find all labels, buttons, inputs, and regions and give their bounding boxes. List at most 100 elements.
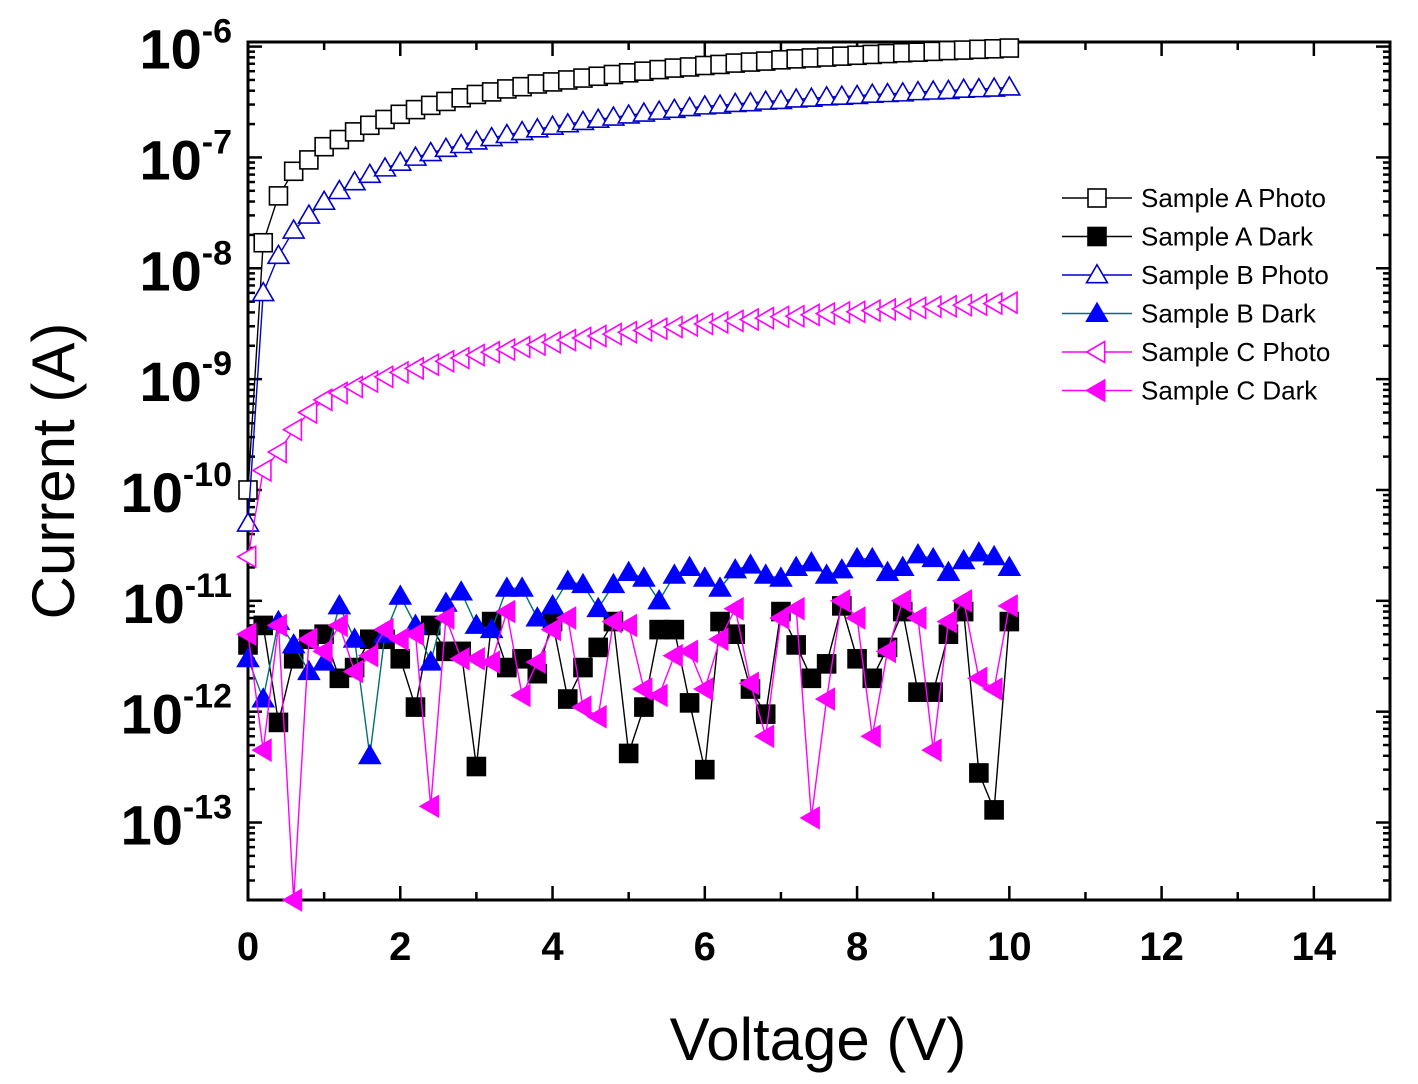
data-point: [312, 388, 333, 412]
x-tick-label: 12: [1139, 925, 1184, 969]
data-point: [297, 203, 321, 224]
data-point: [634, 697, 654, 717]
data-point: [557, 689, 578, 709]
data-point: [784, 596, 805, 621]
data-point: [890, 81, 915, 102]
legend-marker: [1087, 226, 1107, 247]
data-point: [510, 683, 531, 708]
data-point: [647, 99, 671, 120]
legend-entry: Sample C Photo: [1062, 337, 1330, 367]
data-point: [923, 682, 944, 702]
y-tick-label: 10-9: [139, 345, 232, 413]
data-point: [738, 91, 763, 112]
data-point: [342, 627, 367, 648]
data-point: [890, 588, 912, 613]
data-point: [464, 613, 489, 634]
legend-marker: [1085, 301, 1109, 322]
data-point: [236, 622, 257, 647]
data-point: [936, 609, 957, 634]
data-point: [390, 648, 411, 669]
data-point: [801, 668, 822, 689]
data-point: [753, 563, 778, 584]
data-point: [512, 648, 532, 669]
data-point: [723, 596, 744, 621]
series-sample-a-dark: [238, 596, 1020, 820]
data-point: [312, 189, 336, 211]
data-point: [342, 375, 364, 399]
legend-marker: [1085, 263, 1109, 284]
data-point: [967, 77, 991, 98]
data-point: [769, 566, 793, 587]
data-point: [967, 666, 988, 691]
legend: Sample A Photo Sample A Dark Sample B Phot…: [1062, 183, 1330, 406]
data-point: [708, 93, 732, 114]
data-point: [329, 668, 350, 689]
data-point: [616, 103, 641, 124]
data-point: [677, 639, 699, 664]
data-point: [967, 541, 991, 562]
x-tick-label: 4: [541, 925, 564, 969]
legend-marker: [1087, 188, 1107, 208]
legend-entry: Sample B Photo: [1062, 260, 1329, 290]
data-point: [327, 594, 352, 615]
data-point: [969, 763, 989, 783]
y-tick-label: 10-6: [139, 13, 232, 81]
data-point: [997, 594, 1018, 618]
data-point: [829, 588, 851, 613]
data-point: [753, 89, 778, 110]
data-point: [647, 588, 671, 610]
data-point: [357, 369, 379, 394]
data-point: [299, 150, 319, 170]
legend-label: Sample A Dark: [1141, 222, 1314, 252]
data-point: [845, 546, 869, 568]
data-point: [312, 639, 333, 664]
data-point: [434, 591, 458, 612]
data-point: [449, 580, 474, 601]
data-point: [984, 800, 1004, 820]
data-point: [738, 553, 763, 574]
data-point: [449, 346, 470, 370]
series-sample-c-dark: [236, 588, 1018, 912]
series-sample-b-photo: [236, 75, 1022, 532]
data-point: [495, 337, 516, 362]
data-point: [418, 650, 443, 671]
data-point: [875, 639, 897, 664]
data-point: [786, 635, 806, 655]
series-layer: [236, 38, 1022, 912]
data-point: [525, 650, 546, 674]
data-point: [830, 558, 854, 579]
y-tick-label: 10-11: [122, 567, 232, 635]
data-point: [921, 79, 946, 100]
legend-entry: Sample A Photo: [1062, 183, 1326, 213]
data-point: [266, 440, 287, 464]
data-point: [586, 107, 611, 128]
data-point: [540, 594, 565, 615]
data-point: [495, 599, 516, 624]
data-point: [253, 232, 274, 253]
data-point: [677, 96, 702, 117]
data-point: [845, 83, 869, 105]
data-point: [999, 38, 1020, 58]
data-point: [814, 563, 839, 584]
data-point: [281, 218, 306, 239]
legend-label: Sample C Dark: [1141, 376, 1318, 406]
legend-marker: [1085, 340, 1106, 364]
data-point: [769, 88, 793, 110]
data-point: [373, 617, 394, 642]
data-point: [906, 606, 927, 630]
data-point: [266, 613, 287, 638]
data-point: [632, 566, 656, 587]
data-point: [388, 584, 413, 605]
data-point: [662, 643, 683, 668]
data-point: [525, 606, 550, 627]
data-point: [251, 738, 272, 762]
data-point: [799, 806, 820, 830]
data-point: [555, 606, 577, 630]
data-point: [434, 349, 455, 374]
data-point: [434, 606, 455, 630]
data-point: [632, 101, 656, 122]
data-point: [860, 546, 885, 568]
data-point: [251, 281, 276, 302]
x-tick-label: 0: [237, 925, 259, 969]
